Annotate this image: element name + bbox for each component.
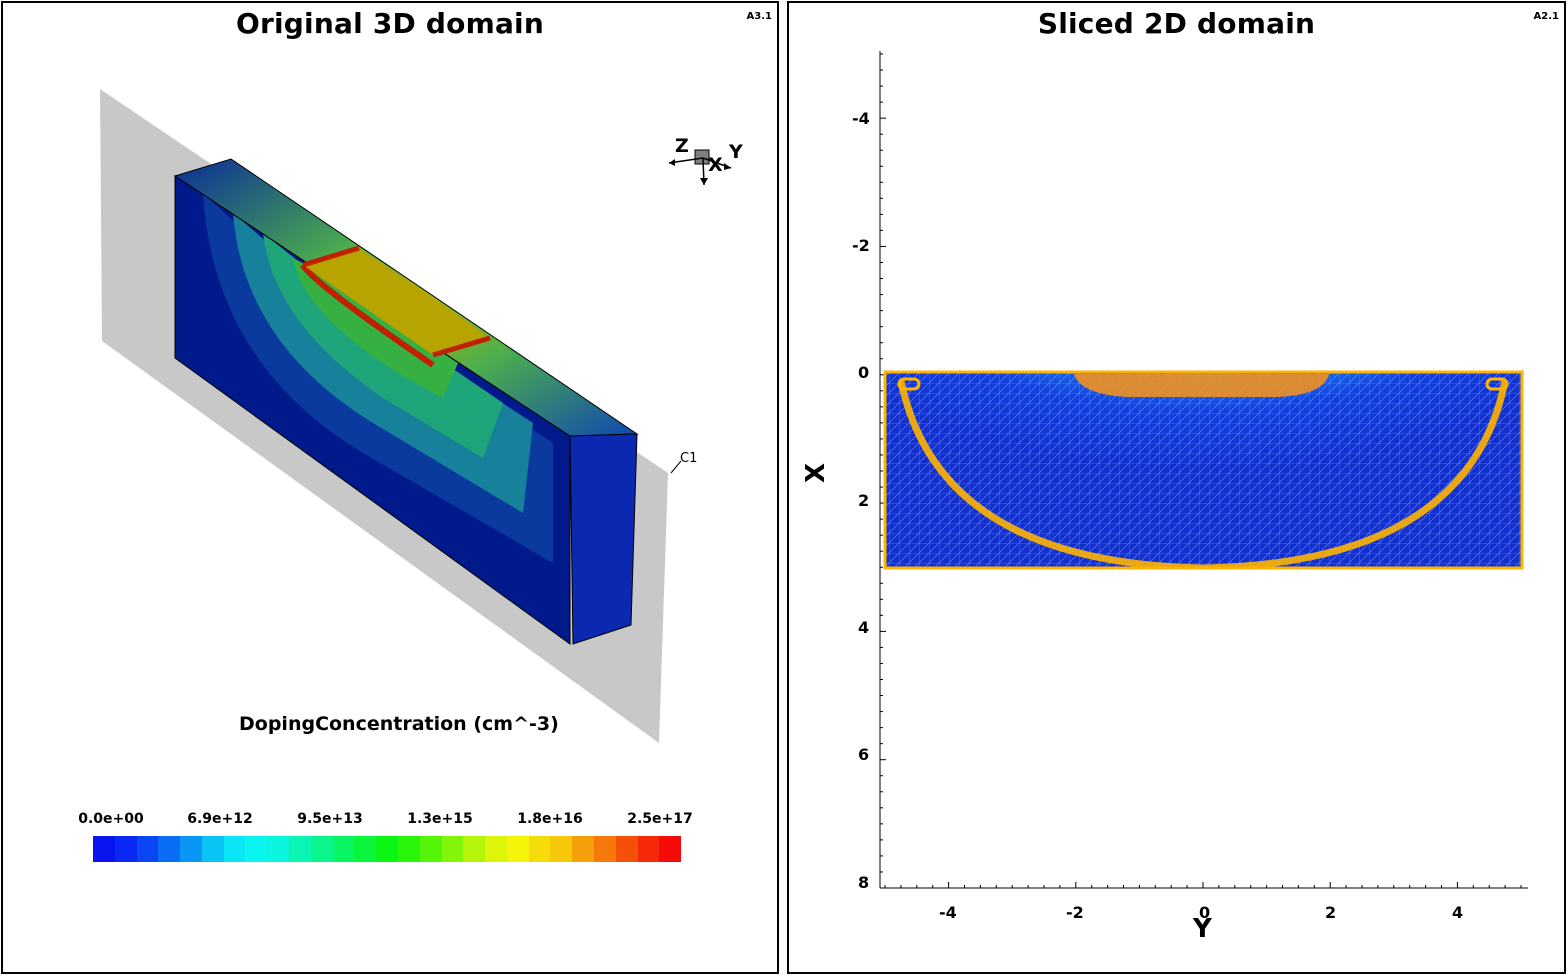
colorbar <box>93 836 682 862</box>
colorbar-swatch <box>267 836 290 862</box>
colorbar-swatch <box>289 836 311 862</box>
x-tick-label: 0 <box>1199 903 1211 922</box>
colorbar-swatch <box>158 836 181 862</box>
device-outline <box>883 370 1524 570</box>
colorbar-swatch <box>354 836 377 862</box>
colorbar-swatch <box>310 836 333 862</box>
y-tick-label: -2 <box>852 236 870 255</box>
colorbar-swatch <box>245 836 268 862</box>
colorbar-swatch <box>615 836 638 862</box>
colorbar-swatch <box>485 836 507 862</box>
y-tick-label: 6 <box>858 745 870 764</box>
x-axis-label: Y <box>1193 914 1212 944</box>
colorbar-tick: 2.5e+17 <box>627 811 693 827</box>
orientation-triad[interactable]: Z Y X <box>668 135 743 186</box>
y-tick-label: 0 <box>858 363 870 382</box>
panel-title-2d: Sliced 2D domain <box>1037 7 1316 40</box>
colorbar-swatch <box>114 836 137 862</box>
cut-label: C1 <box>680 451 697 466</box>
panel-title-3d: Original 3D domain <box>236 7 544 40</box>
y-tick-label: 2 <box>858 491 870 510</box>
colorbar-swatch <box>637 836 660 862</box>
colorbar-tick: 9.5e+13 <box>297 811 363 827</box>
y-tick-label: -4 <box>852 109 870 128</box>
y-ticks <box>880 53 886 889</box>
panel-tag-2d: A2.1 <box>1533 11 1559 22</box>
colorbar-tick: 0.0e+00 <box>78 811 144 827</box>
colorbar-swatch <box>223 836 246 862</box>
colorbar-swatch <box>593 836 616 862</box>
colorbar-swatch <box>550 836 573 862</box>
implant-band <box>1074 374 1329 397</box>
colorbar-swatch <box>441 836 464 862</box>
x-tick-label: 4 <box>1452 903 1464 922</box>
colorbar-swatch <box>572 836 594 862</box>
colorbar-swatch <box>528 836 551 862</box>
colorbar-swatch <box>180 836 202 862</box>
x-tick-label: 2 <box>1325 903 1337 922</box>
colorbar-swatch <box>93 836 115 862</box>
plot-2d[interactable] <box>789 3 1566 974</box>
colorbar-swatch <box>376 836 398 862</box>
junction-line <box>300 263 435 368</box>
colorbar-swatch <box>332 836 355 862</box>
device-region-2d <box>885 372 1522 568</box>
colorbar-tick: 1.3e+15 <box>407 811 473 827</box>
y-tick-label: 8 <box>858 873 870 892</box>
axis-y-label: Y <box>728 141 743 163</box>
panel-2d-view[interactable]: Sliced 2D domain A2.1 <box>787 1 1566 974</box>
colorbar-swatch <box>419 836 442 862</box>
device-side-face <box>569 433 638 645</box>
colorbar-swatch <box>201 836 224 862</box>
x-tick-label: -4 <box>939 903 957 922</box>
colorbar-swatch <box>506 836 529 862</box>
axis-z-label: Z <box>675 135 689 157</box>
implant-region <box>303 248 490 355</box>
colorbar-swatch <box>463 836 486 862</box>
panel-tag-3d: A3.1 <box>746 11 772 22</box>
panel-3d-view[interactable]: Original 3D domain A3.1 <box>1 1 779 974</box>
viewport-3d[interactable]: C1 Z Y X <box>3 3 779 974</box>
colorbar-tick: 1.8e+16 <box>517 811 583 827</box>
colorbar-swatch <box>136 836 159 862</box>
axis-x-label: X <box>708 154 723 176</box>
colorbar-title: DopingConcentration (cm^-3) <box>239 713 559 735</box>
colorbar-swatch <box>397 836 420 862</box>
x-tick-label: -2 <box>1066 903 1084 922</box>
y-axis-label: X <box>801 462 832 484</box>
colorbar-tick: 6.9e+12 <box>187 811 253 827</box>
y-tick-label: 4 <box>858 618 870 637</box>
x-ticks <box>884 882 1522 888</box>
junction-contour <box>897 380 1509 568</box>
colorbar-swatch <box>659 836 682 862</box>
